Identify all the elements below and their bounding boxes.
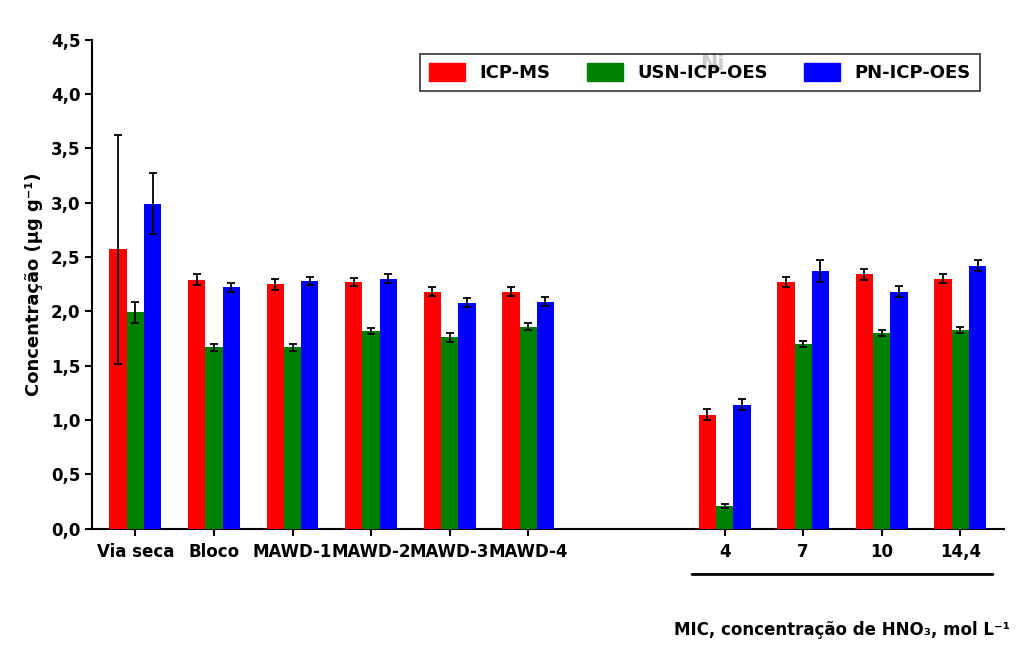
Bar	[188, 280, 205, 529]
Bar	[380, 279, 397, 529]
Text: MIC, concentração de HNO₃, mol L⁻¹: MIC, concentração de HNO₃, mol L⁻¹	[675, 621, 1011, 639]
Text: Ni: Ni	[699, 54, 724, 74]
Bar	[733, 405, 751, 529]
Bar	[777, 282, 795, 529]
Bar	[144, 204, 162, 529]
Bar	[519, 327, 537, 529]
Bar	[795, 344, 812, 529]
Bar	[969, 266, 986, 529]
Bar	[856, 274, 873, 529]
Bar	[873, 333, 891, 529]
Bar	[222, 288, 240, 529]
Bar	[301, 281, 318, 529]
Bar	[205, 347, 222, 529]
Bar	[345, 282, 362, 529]
Bar	[284, 347, 301, 529]
Bar	[951, 330, 969, 529]
Y-axis label: Concentração (µg g⁻¹): Concentração (µg g⁻¹)	[25, 173, 43, 396]
Bar	[502, 292, 519, 529]
Bar	[716, 506, 733, 529]
Bar	[110, 249, 127, 529]
Bar	[698, 414, 716, 529]
Bar	[934, 279, 951, 529]
Bar	[424, 292, 441, 529]
Bar	[266, 284, 284, 529]
Bar	[537, 301, 554, 529]
Bar	[812, 271, 829, 529]
Bar	[441, 338, 459, 529]
Bar	[459, 303, 475, 529]
Bar	[891, 292, 907, 529]
Legend: ICP-MS, USN-ICP-OES, PN-ICP-OES: ICP-MS, USN-ICP-OES, PN-ICP-OES	[420, 54, 980, 91]
Bar	[362, 331, 380, 529]
Bar	[127, 313, 144, 529]
